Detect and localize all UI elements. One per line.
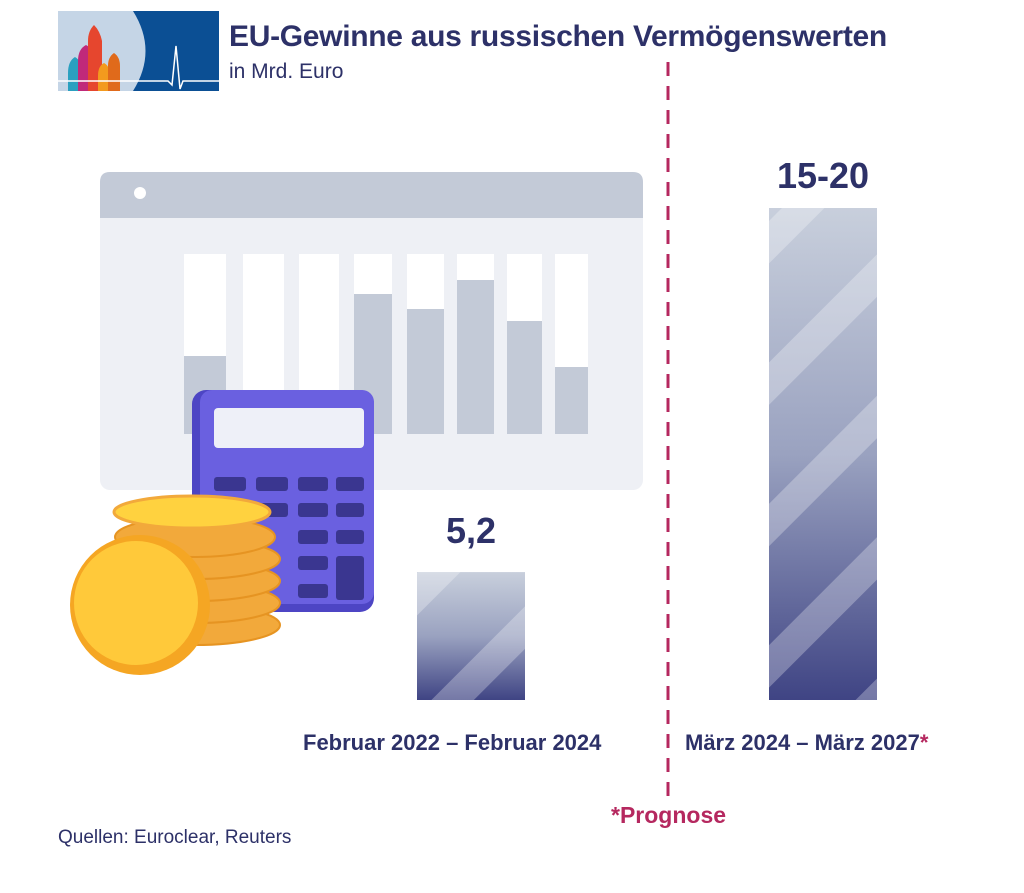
bar-stripes-0 xyxy=(417,572,525,700)
chart-subtitle: in Mrd. Euro xyxy=(229,60,344,83)
category-label-1-text: März 2024 – März 2027 xyxy=(685,730,920,755)
category-label-0: Februar 2022 – Februar 2024 xyxy=(303,730,602,755)
category-label-1: März 2024 – März 2027* xyxy=(685,730,928,756)
logo xyxy=(58,11,219,91)
data-label-0: 5,2 xyxy=(445,510,497,551)
forecast-note: *Prognose xyxy=(611,802,727,828)
source-note: Quellen: Euroclear, Reuters xyxy=(58,827,292,848)
data-label-1: 15-20 xyxy=(776,155,870,196)
bar-stripes-1 xyxy=(769,208,877,700)
chart-title: EU-Gewinne aus russischen Vermögenswerte… xyxy=(229,20,887,53)
forecast-marker: * xyxy=(919,730,929,755)
coins-illustration xyxy=(70,494,281,675)
browser-window-illustration xyxy=(100,172,643,490)
